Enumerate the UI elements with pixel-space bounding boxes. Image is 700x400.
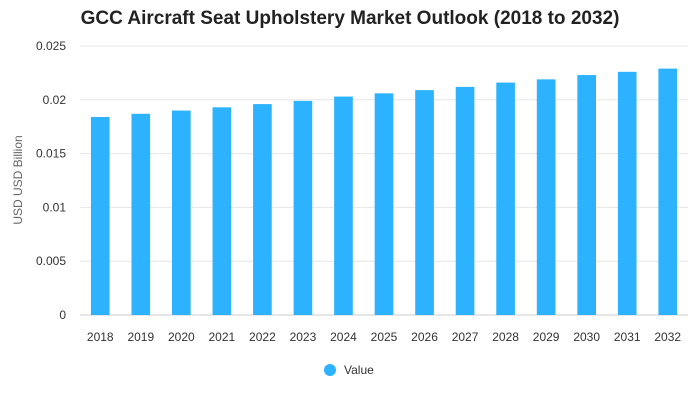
y-axis-label: USD USD Billion — [11, 135, 25, 224]
x-tick-label: 2031 — [614, 330, 641, 344]
y-tick-label: 0.01 — [43, 200, 67, 214]
bar — [90, 117, 110, 316]
y-tick-label: 0.015 — [36, 147, 66, 161]
x-tick-label: 2020 — [168, 330, 195, 344]
y-axis-ticks: 0 0.005 0.01 0.015 0.02 0.025 — [36, 39, 66, 322]
bar — [212, 107, 232, 315]
bar — [658, 68, 678, 315]
y-tick-label: 0.02 — [43, 93, 67, 107]
x-tick-label: 2021 — [209, 330, 236, 344]
bar — [617, 71, 637, 315]
x-tick-label: 2025 — [371, 330, 398, 344]
legend[interactable]: Value — [324, 363, 374, 377]
bar — [415, 90, 434, 315]
bars — [90, 68, 678, 316]
x-axis-ticks: 2018 2019 2020 2021 2022 2023 2024 2025 2026 2027… — [87, 330, 681, 344]
x-tick-label: 2022 — [249, 330, 276, 344]
x-tick-label: 2028 — [492, 330, 519, 344]
legend-marker — [324, 364, 336, 376]
y-tick-label: 0.025 — [36, 39, 66, 53]
legend-label: Value — [344, 363, 374, 377]
chart-title: GCC Aircraft Seat Upholstery Market Outl… — [80, 8, 620, 29]
x-tick-label: 2018 — [87, 330, 114, 344]
x-tick-label: 2030 — [573, 330, 600, 344]
bar — [172, 110, 191, 315]
x-tick-label: 2019 — [127, 330, 154, 344]
bar — [577, 75, 596, 315]
bar — [334, 96, 353, 316]
bar — [374, 93, 394, 316]
y-tick-label: 0 — [59, 308, 66, 322]
y-tick-label: 0.005 — [36, 254, 66, 268]
bar — [536, 79, 556, 315]
x-tick-label: 2027 — [452, 330, 479, 344]
bar — [131, 113, 151, 316]
x-tick-label: 2029 — [533, 330, 560, 344]
x-tick-label: 2026 — [411, 330, 438, 344]
x-tick-label: 2024 — [330, 330, 357, 344]
bar — [293, 100, 313, 315]
bar — [253, 104, 272, 315]
x-tick-label: 2032 — [654, 330, 681, 344]
bar — [496, 82, 515, 315]
bar — [455, 86, 475, 315]
x-tick-label: 2023 — [290, 330, 317, 344]
